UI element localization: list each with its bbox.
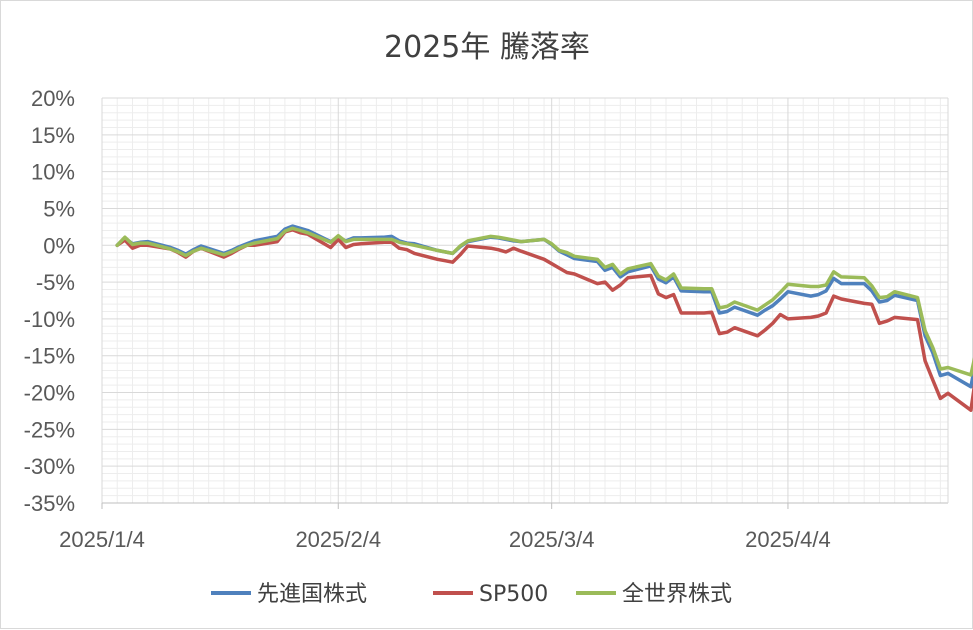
y-tick-label: -25% <box>24 417 75 442</box>
series-line <box>115 228 973 412</box>
legend-entry: 先進国株式 <box>257 582 367 607</box>
chart-title: 2025年 騰落率 <box>384 30 590 65</box>
grid-lines <box>101 97 948 504</box>
y-tick-label: -15% <box>24 344 75 369</box>
y-tick-label: -10% <box>24 307 75 332</box>
y-tick-label: 10% <box>31 160 75 185</box>
y-tick-label: 5% <box>43 196 75 221</box>
legend: 先進国株式 SP500 全世界株式 <box>211 582 732 607</box>
series-lines <box>115 224 973 412</box>
legend-entry: 全世界株式 <box>622 582 732 607</box>
y-tick-label: -5% <box>36 270 75 295</box>
legend-entry: SP500 <box>479 582 548 607</box>
x-tick-label: 2025/4/4 <box>745 527 831 552</box>
y-tick-label: -30% <box>24 454 75 479</box>
axes: 20% 15% 10% 5% 0% -5% -10% -15% -20% -25% -30% -35%… <box>24 86 949 552</box>
y-tick-label: 0% <box>43 233 75 258</box>
y-tick-label: 20% <box>31 86 75 111</box>
x-tick-label: 2025/1/4 <box>59 527 145 552</box>
y-tick-label: 15% <box>31 123 75 148</box>
y-tick-label: -35% <box>24 491 75 516</box>
y-tick-label: -20% <box>24 381 75 406</box>
x-tick-label: 2025/3/4 <box>509 527 595 552</box>
x-tick-label: 2025/2/4 <box>295 527 381 552</box>
series-line <box>115 226 973 377</box>
